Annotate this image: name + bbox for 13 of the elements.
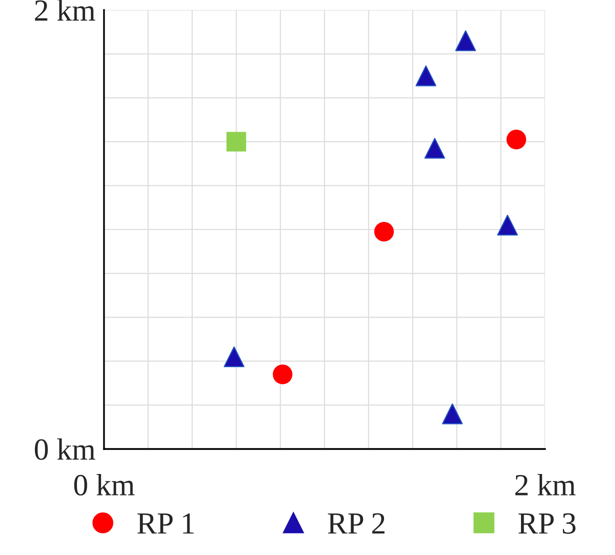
legend-label: RP 1 (137, 513, 194, 534)
point (226, 132, 246, 152)
point (272, 364, 292, 384)
point (424, 138, 446, 159)
point (416, 65, 436, 86)
point (497, 214, 518, 236)
point (374, 222, 394, 242)
point (224, 346, 244, 368)
point (442, 404, 463, 424)
legend-label: RP 2 (328, 513, 384, 534)
point (455, 30, 476, 52)
legend-label: RP 3 (518, 513, 576, 534)
point (506, 130, 526, 150)
